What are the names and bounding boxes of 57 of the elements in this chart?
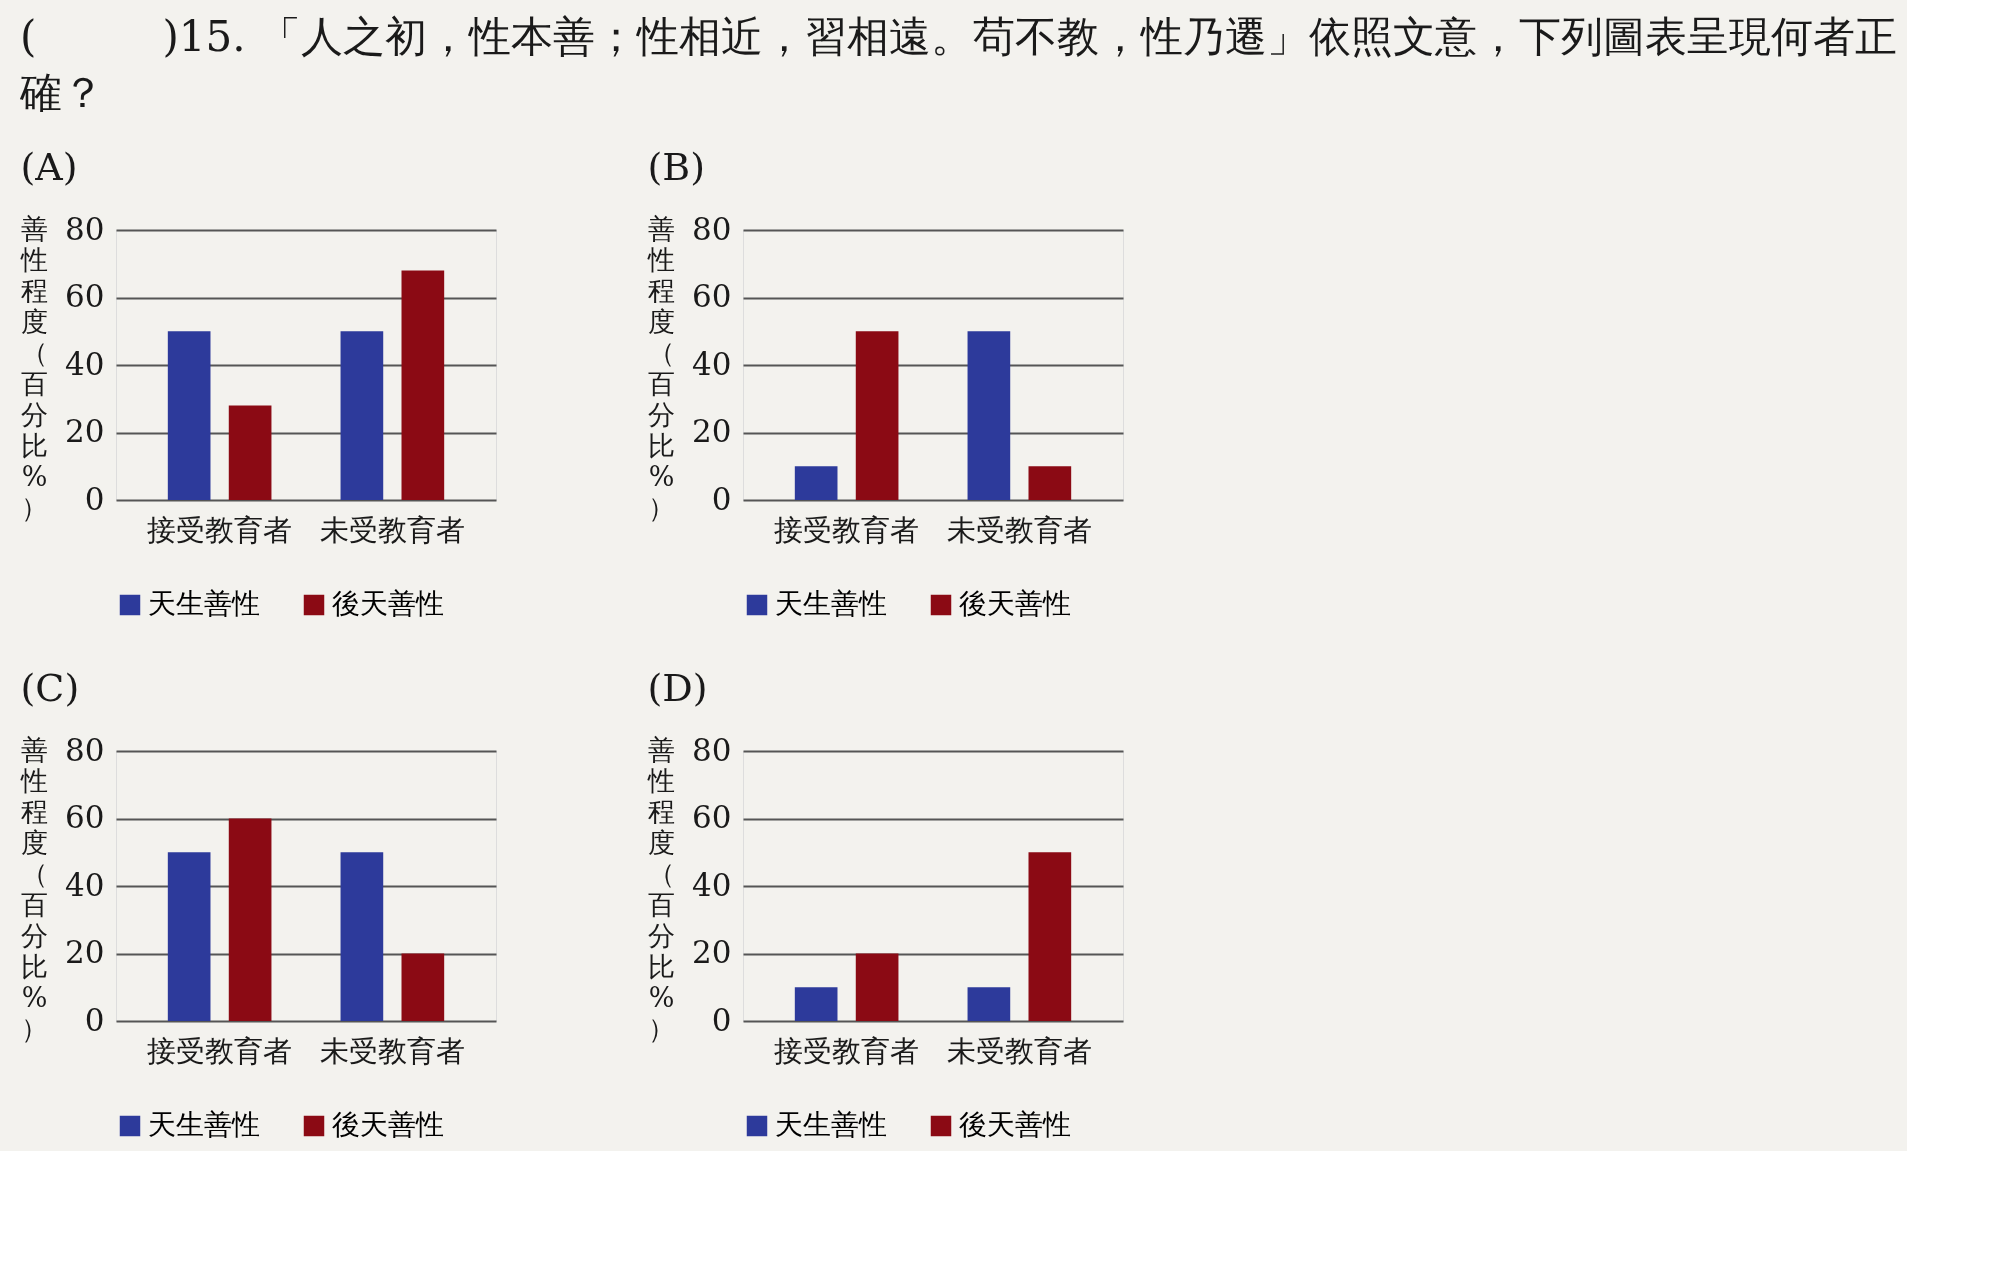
bar (401, 270, 445, 500)
y-tick-label: 20 (65, 934, 105, 970)
y-tick-label: 80 (65, 731, 105, 768)
text: 善性程度（百分比%） (21, 733, 48, 1044)
y-tick-label: 80 (65, 210, 105, 247)
y-tick-label: 0 (84, 1001, 105, 1038)
x-tick-label: 接受教育者 (147, 512, 293, 547)
chart-title: (C) (20, 666, 80, 710)
text: ( )15. 「人之初，性本善；性相近，習相遠。苟不教，性乃遷」依照文意，下列圖表呈現何者正確？ (19, 11, 1897, 117)
bar (167, 331, 211, 500)
y-tick-label: 40 (692, 345, 732, 382)
x-tick-label: 接受教育者 (774, 512, 920, 547)
legend-label: 天生善性 (775, 587, 887, 620)
y-tick-label: 0 (711, 1001, 732, 1038)
bar (401, 953, 445, 1021)
x-tick-label: 未受教育者 (946, 512, 1092, 547)
y-tick-label: 0 (84, 480, 105, 517)
bar (228, 405, 272, 500)
legend-label: 後天善性 (959, 587, 1071, 620)
y-tick-label: 60 (65, 799, 105, 835)
text: 善性程度（百分比%） (648, 212, 675, 523)
y-tick-label: 20 (65, 413, 105, 449)
y-tick-label: 80 (692, 731, 732, 768)
bar (167, 852, 211, 1021)
text: 善性程度（百分比%） (648, 733, 675, 1044)
bar (340, 331, 384, 500)
bar (794, 987, 838, 1021)
y-tick-label: 80 (692, 210, 732, 247)
x-tick-label: 接受教育者 (774, 1033, 920, 1068)
legend-label: 天生善性 (148, 1108, 260, 1141)
y-tick-label: 40 (692, 866, 732, 903)
x-tick-label: 未受教育者 (946, 1033, 1092, 1068)
y-tick-label: 40 (65, 345, 105, 382)
x-tick-label: 接受教育者 (147, 1033, 293, 1068)
y-tick-label: 20 (692, 934, 732, 970)
y-tick-label: 20 (692, 413, 732, 449)
bar (855, 953, 899, 1021)
bar (1028, 852, 1072, 1021)
legend-label: 天生善性 (148, 587, 260, 620)
legend-label: 後天善性 (959, 1108, 1071, 1141)
bar (967, 987, 1011, 1021)
x-tick-label: 未受教育者 (319, 1033, 465, 1068)
chart-title: (A) (20, 145, 78, 189)
y-tick-label: 0 (711, 480, 732, 517)
chart-title: (B) (647, 145, 706, 189)
chart-title: (D) (647, 666, 708, 710)
legend-label: 天生善性 (775, 1108, 887, 1141)
bar (340, 852, 384, 1021)
legend-label: 後天善性 (332, 1108, 444, 1141)
y-tick-label: 60 (692, 278, 732, 314)
y-tick-label: 60 (692, 799, 732, 835)
x-tick-label: 未受教育者 (319, 512, 465, 547)
text: 善性程度（百分比%） (21, 212, 48, 523)
legend-label: 後天善性 (332, 587, 444, 620)
bar (228, 818, 272, 1021)
y-tick-label: 60 (65, 278, 105, 314)
y-tick-label: 40 (65, 866, 105, 903)
